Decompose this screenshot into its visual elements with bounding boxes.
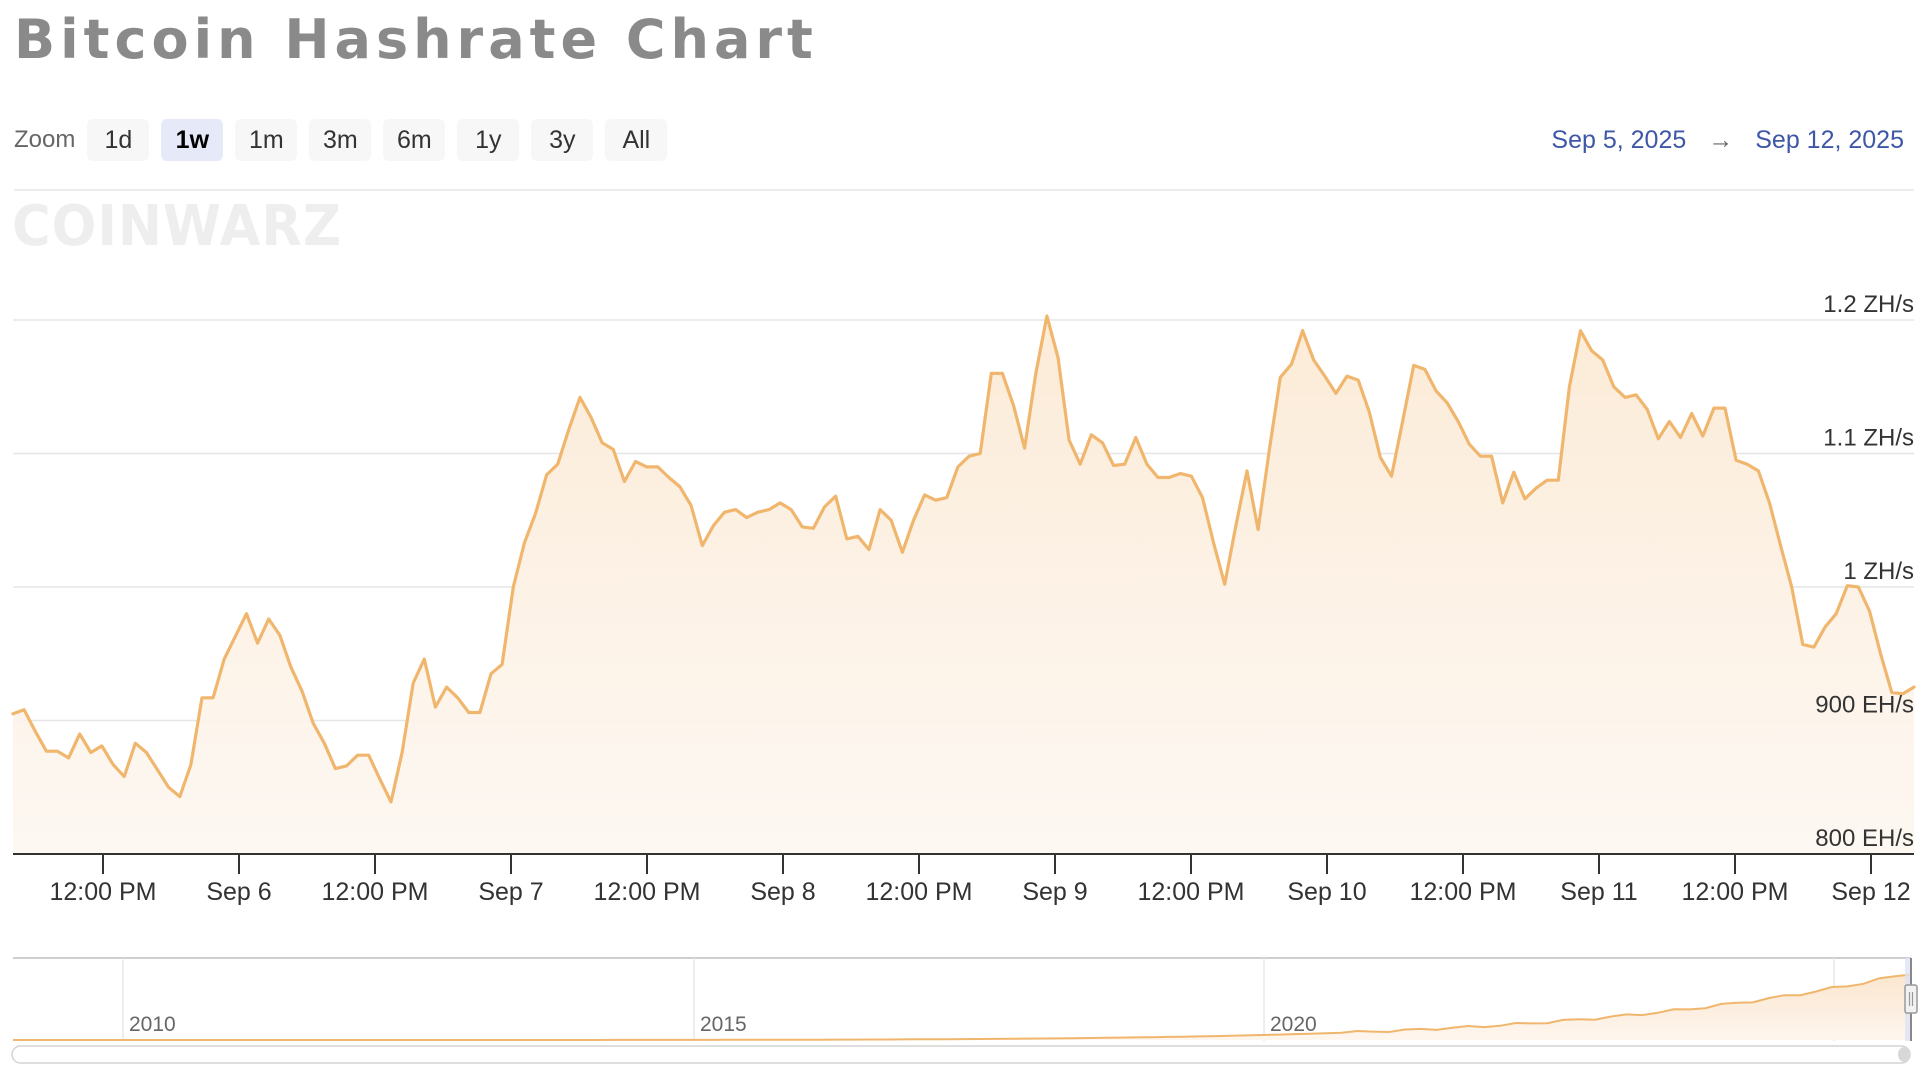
x-tick-label: 12:00 PM bbox=[1137, 878, 1244, 906]
zoom-6m-button[interactable]: 6m bbox=[383, 119, 446, 161]
navigator-scrollbar-track[interactable] bbox=[11, 1045, 1911, 1064]
top-divider bbox=[14, 189, 1914, 191]
date-range: Sep 5, 2025 → Sep 12, 2025 bbox=[1551, 118, 1904, 162]
zoom-controls: Zoom 1d 1w 1m 3m 6m 1y 3y All bbox=[14, 118, 668, 162]
zoom-1m-button[interactable]: 1m bbox=[235, 119, 298, 161]
x-tick-label: 12:00 PM bbox=[1681, 878, 1788, 906]
x-tick-label: Sep 9 bbox=[1022, 878, 1087, 906]
navigator-year-label: 2015 bbox=[700, 1013, 747, 1036]
x-tick-label: 12:00 PM bbox=[865, 878, 972, 906]
watermark-text: COINWARZ bbox=[12, 194, 342, 252]
hashrate-line bbox=[11, 314, 1916, 804]
zoom-3m-button[interactable]: 3m bbox=[309, 119, 372, 161]
navigator-scrollbar-thumb[interactable] bbox=[1898, 1047, 1910, 1062]
navigator-year-label: 2020 bbox=[1270, 1013, 1317, 1036]
zoom-1y-button[interactable]: 1y bbox=[457, 119, 520, 161]
navigator-year-label: 2010 bbox=[129, 1013, 176, 1036]
x-tick-label: Sep 7 bbox=[478, 878, 543, 906]
navigator-handle[interactable] bbox=[1904, 984, 1918, 1014]
x-tick-label: 12:00 PM bbox=[1409, 878, 1516, 906]
y-tick-label: 1.1 ZH/s bbox=[1823, 425, 1914, 452]
x-tick-label: Sep 8 bbox=[750, 878, 815, 906]
navigator-line bbox=[13, 973, 1912, 1041]
x-axis-ticks: 12:00 PM Sep 6 12:00 PM Sep 7 12:00 PM Sep 8 1… bbox=[49, 854, 1911, 906]
range-to-input[interactable]: Sep 12, 2025 bbox=[1755, 125, 1904, 154]
zoom-all-button[interactable]: All bbox=[605, 119, 668, 161]
x-tick-label: Sep 11 bbox=[1560, 878, 1637, 906]
y-tick-label: 1 ZH/s bbox=[1843, 558, 1914, 585]
x-tick-label: Sep 6 bbox=[206, 878, 271, 906]
coinwarz-watermark-logo: COINWARZ bbox=[12, 194, 342, 252]
page-title: Bitcoin Hashrate Chart bbox=[14, 8, 818, 71]
range-arrow-icon: → bbox=[1708, 125, 1734, 154]
x-tick-label: 12:00 PM bbox=[49, 878, 156, 906]
y-tick-label: 800 EH/s bbox=[1815, 825, 1914, 852]
x-tick-label: 12:00 PM bbox=[593, 878, 700, 906]
hashrate-area bbox=[13, 316, 1914, 854]
range-from-input[interactable]: Sep 5, 2025 bbox=[1551, 125, 1687, 154]
x-tick-label: Sep 10 bbox=[1287, 878, 1366, 906]
zoom-1w-button[interactable]: 1w bbox=[161, 119, 224, 161]
zoom-label: Zoom bbox=[14, 126, 76, 153]
y-axis-labels: 800 EH/s 900 EH/s 1 ZH/s 1.1 ZH/s 1.2 ZH/s bbox=[1815, 291, 1914, 852]
y-tick-label: 1.2 ZH/s bbox=[1823, 291, 1914, 318]
zoom-1d-button[interactable]: 1d bbox=[87, 119, 150, 161]
range-navigator[interactable]: 2010201520202025 bbox=[13, 957, 1918, 1041]
zoom-3y-button[interactable]: 3y bbox=[531, 119, 594, 161]
x-tick-label: 12:00 PM bbox=[321, 878, 428, 906]
navigator-area bbox=[13, 974, 1911, 1040]
y-tick-label: 900 EH/s bbox=[1815, 692, 1914, 719]
x-tick-label: Sep 12 bbox=[1831, 878, 1910, 906]
